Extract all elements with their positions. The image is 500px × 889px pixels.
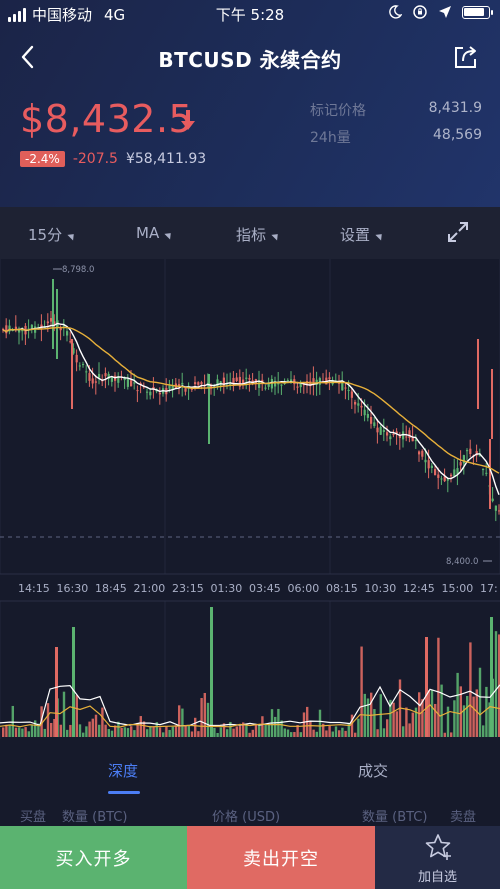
bottom-tabs: 深度 成交 <box>0 748 500 794</box>
time-label: 18:45 <box>95 582 127 595</box>
share-icon[interactable] <box>450 42 480 72</box>
time-label: 01:30 <box>211 582 243 595</box>
time-label: 03:45 <box>249 582 281 595</box>
chart-toolbar: 15分 MA 指标 设置 <box>0 207 500 259</box>
settings-label: 设置 <box>340 226 371 244</box>
time-label: 23:15 <box>172 582 204 595</box>
time-label: 21:00 <box>134 582 166 595</box>
bid-qty-header: 数量 (BTC) <box>62 810 128 825</box>
carrier-label: 中国移动 <box>32 6 93 24</box>
signal-icon <box>8 7 26 22</box>
status-bar: 中国移动 4G 下午 5:28 <box>0 0 500 28</box>
depth-header: 买盘 数量 (BTC) 价格 (USD) 数量 (BTC) 卖盘 <box>0 806 500 826</box>
battery-icon <box>462 5 493 19</box>
mark-price-label: 标记价格 <box>310 103 366 119</box>
time-label: 14:15 <box>18 582 50 595</box>
low-price-label: 8,400.0 <box>446 557 478 567</box>
last-price: $8,432.5 <box>20 97 194 141</box>
time-label: 08:15 <box>326 582 358 595</box>
buy-long-button[interactable]: 买入开多 <box>0 826 187 889</box>
star-plus-icon <box>425 834 451 860</box>
tab-trades[interactable]: 成交 <box>358 762 389 780</box>
settings-selector[interactable]: 设置 <box>340 224 385 245</box>
time-label: 17: <box>480 582 498 595</box>
add-favorite-button[interactable]: 加自选 <box>375 826 500 889</box>
price-change-row: -2.4% -207.5 ¥58,411.93 <box>20 151 206 167</box>
action-bar: 买入开多 卖出开空 加自选 <box>0 826 500 889</box>
time-label: 16:30 <box>57 582 89 595</box>
volume-value: 48,569 <box>433 127 482 143</box>
rotation-lock-icon <box>413 5 427 19</box>
kline-chart[interactable]: 8,798.0 8,400.0 14:15 16:30 18:45 21:00 23:1… <box>0 259 500 739</box>
nav-bar: BTCUSD 永续合约 <box>0 38 500 78</box>
clock: 下午 5:28 <box>215 6 285 24</box>
high-marker: 8,798.0 <box>53 265 94 275</box>
caret-down-icon <box>67 231 77 241</box>
bid-header: 买盘 <box>20 810 47 825</box>
change-amount: -207.5 <box>72 151 118 167</box>
indicator-label: 指标 <box>236 226 267 244</box>
tab-active-indicator <box>108 791 140 794</box>
tab-depth[interactable]: 深度 <box>108 762 139 780</box>
volume-label: 24h量 <box>310 130 351 146</box>
chart-grid <box>0 259 500 739</box>
page-title: BTCUSD 永续合约 <box>158 48 342 72</box>
back-icon[interactable] <box>14 42 44 72</box>
cny-price: ¥58,411.93 <box>125 151 207 167</box>
caret-down-icon <box>271 231 281 241</box>
price-down-arrow-icon <box>181 110 195 130</box>
caret-down-icon <box>375 231 385 241</box>
ma-lines <box>2 322 500 496</box>
indicator-selector[interactable]: 指标 <box>236 224 281 245</box>
high-price-label: 8,798.0 <box>62 265 94 275</box>
ticker-stats: 标记价格 8,431.9 24h量 48,569 <box>310 100 482 154</box>
ma-selector[interactable]: MA <box>136 224 174 242</box>
moon-icon <box>389 5 402 19</box>
mark-price-value: 8,431.9 <box>428 100 482 116</box>
header-region: 中国移动 4G 下午 5:28 BTCUSD 永续合约 $8,432.5 -2.… <box>0 0 500 207</box>
time-label: 10:30 <box>365 582 397 595</box>
fullscreen-icon[interactable] <box>446 220 470 244</box>
price-header: 价格 (USD) <box>212 810 281 825</box>
time-axis: 14:15 16:30 18:45 21:00 23:15 01:30 03:45 06:00… <box>18 582 498 595</box>
location-icon <box>439 6 451 18</box>
interval-label: 15分 <box>28 226 63 244</box>
change-percent-badge: -2.4% <box>20 151 65 167</box>
ask-qty-header: 数量 (BTC) <box>362 810 428 825</box>
caret-down-icon <box>164 229 174 240</box>
volume-ma-lines <box>0 684 500 728</box>
network-label: 4G <box>104 5 126 24</box>
interval-selector[interactable]: 15分 <box>28 224 77 245</box>
time-label: 12:45 <box>403 582 435 595</box>
time-label: 15:00 <box>442 582 474 595</box>
add-favorite-label: 加自选 <box>417 870 457 885</box>
time-label: 06:00 <box>288 582 320 595</box>
low-marker: 8,400.0 <box>446 557 492 567</box>
sell-short-button[interactable]: 卖出开空 <box>187 826 375 889</box>
ma-label: MA <box>136 224 160 242</box>
ask-header: 卖盘 <box>450 810 477 825</box>
